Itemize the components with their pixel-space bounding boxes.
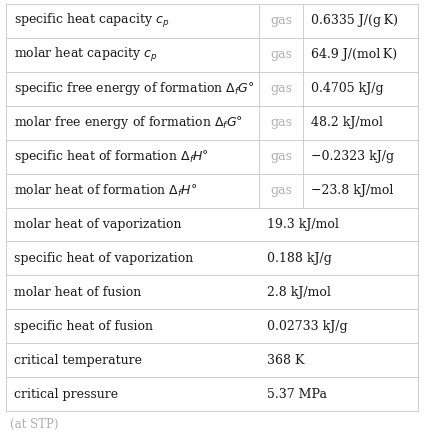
Text: critical pressure: critical pressure	[14, 388, 118, 401]
Text: 0.4705 kJ/g: 0.4705 kJ/g	[311, 82, 383, 95]
Text: 0.02733 kJ/g: 0.02733 kJ/g	[268, 320, 348, 333]
Text: 0.188 kJ/g: 0.188 kJ/g	[268, 252, 332, 265]
Text: −23.8 kJ/mol: −23.8 kJ/mol	[311, 184, 393, 197]
Text: critical temperature: critical temperature	[14, 354, 142, 367]
Text: 0.6335 J/(g K): 0.6335 J/(g K)	[311, 14, 398, 28]
Text: 48.2 kJ/mol: 48.2 kJ/mol	[311, 116, 382, 129]
Text: 5.37 MPa: 5.37 MPa	[268, 388, 327, 401]
Text: 368 K: 368 K	[268, 354, 305, 367]
Text: 19.3 kJ/mol: 19.3 kJ/mol	[268, 218, 339, 231]
Text: specific heat of fusion: specific heat of fusion	[14, 320, 153, 333]
Text: specific heat of formation $\Delta_f H$°: specific heat of formation $\Delta_f H$°	[14, 148, 209, 165]
Text: gas: gas	[270, 49, 292, 61]
Text: molar heat of vaporization: molar heat of vaporization	[14, 218, 181, 231]
Text: (at STP): (at STP)	[10, 417, 59, 430]
Text: specific free energy of formation $\Delta_f G$°: specific free energy of formation $\Delt…	[14, 80, 255, 97]
Text: gas: gas	[270, 14, 292, 28]
Text: 2.8 kJ/mol: 2.8 kJ/mol	[268, 286, 331, 299]
Text: gas: gas	[270, 184, 292, 197]
Text: gas: gas	[270, 82, 292, 95]
Text: 64.9 J/(mol K): 64.9 J/(mol K)	[311, 49, 397, 61]
Text: molar heat of fusion: molar heat of fusion	[14, 286, 141, 299]
Text: molar heat of formation $\Delta_f H$°: molar heat of formation $\Delta_f H$°	[14, 183, 198, 198]
Text: specific heat of vaporization: specific heat of vaporization	[14, 252, 193, 265]
Text: gas: gas	[270, 116, 292, 129]
Text: molar free energy of formation $\Delta_f G$°: molar free energy of formation $\Delta_f…	[14, 114, 243, 131]
Text: −0.2323 kJ/g: −0.2323 kJ/g	[311, 150, 394, 163]
Text: specific heat capacity $c_p$: specific heat capacity $c_p$	[14, 12, 169, 30]
Text: gas: gas	[270, 150, 292, 163]
Text: molar heat capacity $c_p$: molar heat capacity $c_p$	[14, 46, 158, 64]
